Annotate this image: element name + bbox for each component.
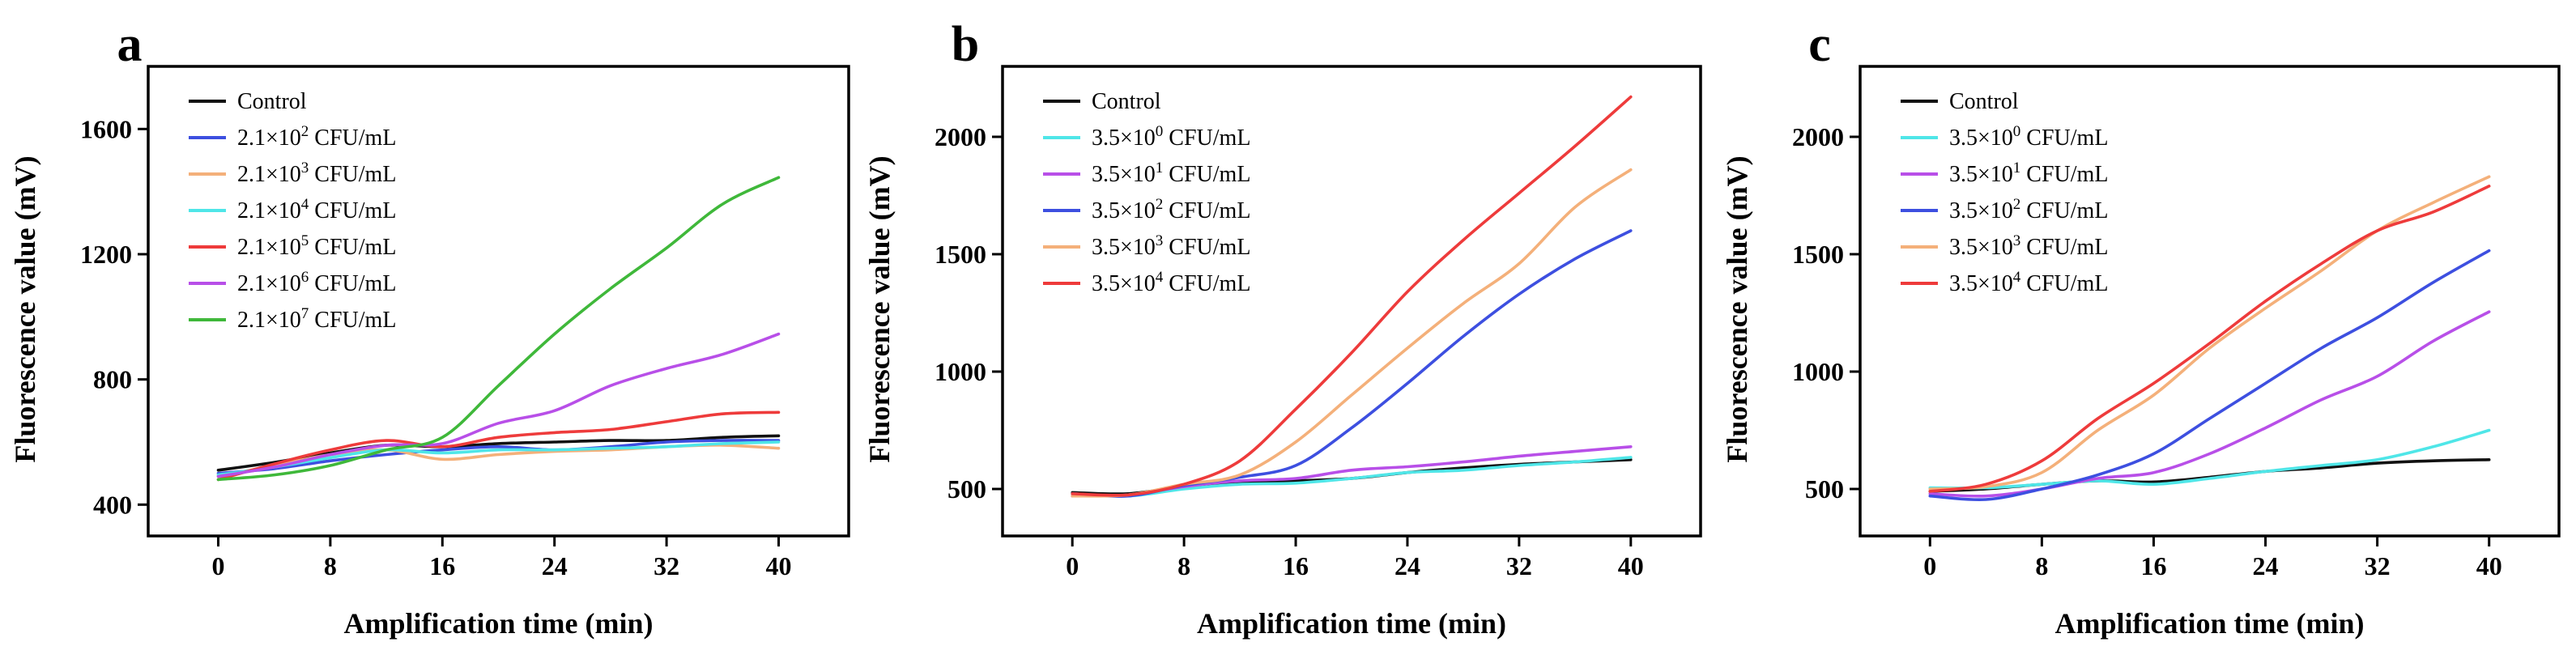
plot-frame [1859, 65, 2561, 538]
legend-entry: 2.1×104 CFU/mL [237, 196, 396, 223]
legend-entry: 2.1×106 CFU/mL [237, 269, 396, 296]
y-tick-label: 1600 [80, 114, 132, 143]
legend-entry: 3.5×104 CFU/mL [1949, 269, 2108, 296]
panel-letter: a [117, 17, 143, 72]
legend-entry: 3.5×104 CFU/mL [1092, 269, 1250, 296]
y-tick-label: 1500 [935, 240, 986, 269]
series-line-5 [216, 332, 781, 478]
x-tick-label: 16 [429, 551, 455, 580]
series-line-1 [1928, 428, 2491, 490]
x-tick-label: 16 [1283, 551, 1309, 580]
y-tick-label: 400 [93, 490, 132, 519]
legend-entry: Control [237, 89, 307, 114]
legend-entry: 3.5×103 CFU/mL [1949, 232, 2108, 260]
y-tick-label: 1200 [80, 240, 132, 269]
legend-entry: Control [1949, 89, 2019, 114]
y-tick-label: 800 [93, 365, 132, 394]
y-tick-label: 1000 [1792, 357, 1844, 386]
x-tick-label: 8 [324, 551, 337, 580]
y-tick-label: 1500 [1792, 240, 1844, 269]
series-line-2 [1928, 310, 2491, 498]
y-axis-label: Fluorescence value (mV) [863, 155, 896, 462]
series-line-4 [216, 410, 781, 482]
x-tick-label: 0 [1066, 551, 1079, 580]
legend-entry: 3.5×101 CFU/mL [1949, 159, 2108, 187]
y-axis-label: Fluorescence value (mV) [9, 155, 41, 462]
x-tick-label: 0 [1923, 551, 1936, 580]
x-tick-label: 40 [766, 551, 792, 580]
x-tick-label: 8 [2035, 551, 2048, 580]
x-tick-label: 24 [542, 551, 568, 580]
series-line-1 [216, 439, 781, 475]
series-line-3 [216, 440, 781, 477]
series-line-0 [216, 434, 781, 472]
series-line-3 [1928, 249, 2491, 502]
chart-panel-c: c 0 8 16 24 32 40 500 1000 1500 2000 Amplification … [1721, 17, 2561, 640]
x-tick-label: 32 [654, 551, 679, 580]
series-line-5 [1928, 185, 2491, 493]
series-line-6 [216, 176, 781, 482]
y-tick-label: 2000 [935, 122, 986, 151]
panel-letter: b [952, 17, 979, 72]
y-tick-label: 1000 [935, 357, 986, 386]
y-tick-label: 500 [1805, 474, 1844, 504]
x-tick-label: 24 [1394, 551, 1420, 580]
y-tick-label: 2000 [1792, 122, 1844, 151]
series-line-5 [1071, 95, 1633, 497]
x-tick-label: 8 [1177, 551, 1190, 580]
legend-entry: 2.1×102 CFU/mL [237, 123, 396, 151]
series-line-4 [1928, 175, 2491, 491]
chart-panel-b: b 0 8 16 24 32 40 500 1000 1500 2000 Amplification … [863, 17, 1702, 640]
legend-entry: Control [1092, 89, 1161, 114]
x-tick-label: 0 [212, 551, 225, 580]
x-tick-label: 32 [1506, 551, 1532, 580]
plot-frame [147, 65, 850, 538]
x-tick-label: 32 [2365, 551, 2391, 580]
legend-entry: 2.1×103 CFU/mL [237, 159, 396, 187]
legend-entry: 3.5×102 CFU/mL [1949, 196, 2108, 223]
x-axis-label: Amplification time (min) [2055, 607, 2365, 640]
y-axis-label: Fluorescence value (mV) [1721, 155, 1753, 462]
x-tick-label: 16 [2140, 551, 2166, 580]
legend-entry: 3.5×100 CFU/mL [1949, 123, 2108, 151]
y-tick-label: 500 [947, 474, 986, 504]
legend-entry: 3.5×103 CFU/mL [1092, 232, 1250, 260]
x-tick-label: 40 [1618, 551, 1644, 580]
legend-entry: 2.1×107 CFU/mL [237, 305, 396, 333]
chart-panel-a: a 0 8 16 24 32 40 400 800 1200 1600 Amplification t… [9, 17, 850, 640]
x-axis-label: Amplification time (min) [1197, 607, 1506, 640]
legend-entry: 3.5×100 CFU/mL [1092, 123, 1250, 151]
x-tick-label: 24 [2253, 551, 2279, 580]
plot-frame [1001, 65, 1702, 538]
x-axis-label: Amplification time (min) [344, 607, 654, 640]
x-tick-label: 40 [2476, 551, 2502, 580]
legend-entry: 3.5×102 CFU/mL [1092, 196, 1250, 223]
series-line-4 [1071, 168, 1633, 498]
panel-letter: c [1808, 17, 1831, 72]
legend-entry: 2.1×105 CFU/mL [237, 232, 396, 260]
series-line-1 [1071, 456, 1633, 498]
legend-entry: 3.5×101 CFU/mL [1092, 159, 1250, 187]
